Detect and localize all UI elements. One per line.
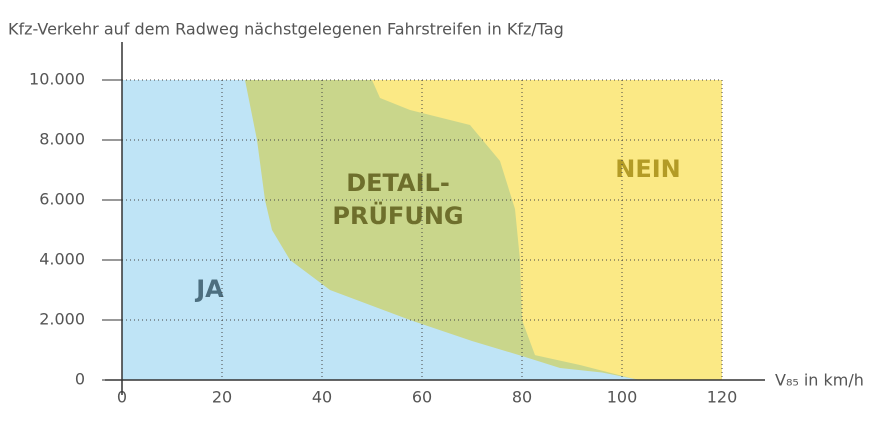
x-axis-title: V₈₅ in km/h bbox=[775, 371, 864, 390]
region-area bbox=[122, 80, 640, 380]
region-label: JA bbox=[194, 275, 224, 303]
region-label: NEIN bbox=[615, 155, 681, 183]
region-label: DETAIL- bbox=[346, 169, 450, 197]
x-tick-label: 0 bbox=[117, 388, 127, 407]
x-tick-label: 80 bbox=[512, 388, 532, 407]
y-tick-label: 2.000 bbox=[39, 310, 85, 329]
x-tick-label: 20 bbox=[212, 388, 232, 407]
x-tick-label: 120 bbox=[707, 388, 738, 407]
y-tick-label: 0 bbox=[75, 370, 85, 389]
x-tick-label: 100 bbox=[607, 388, 638, 407]
x-tick-label: 60 bbox=[412, 388, 432, 407]
y-axis-title: Kfz-Verkehr auf dem Radweg nächstgelegen… bbox=[8, 20, 564, 39]
y-tick-label: 8.000 bbox=[39, 130, 85, 149]
y-tick-label: 10.000 bbox=[29, 70, 85, 89]
y-tick-label: 6.000 bbox=[39, 190, 85, 209]
region-label: PRÜFUNG bbox=[332, 200, 463, 230]
x-tick-label: 40 bbox=[312, 388, 332, 407]
y-tick-label: 4.000 bbox=[39, 250, 85, 269]
